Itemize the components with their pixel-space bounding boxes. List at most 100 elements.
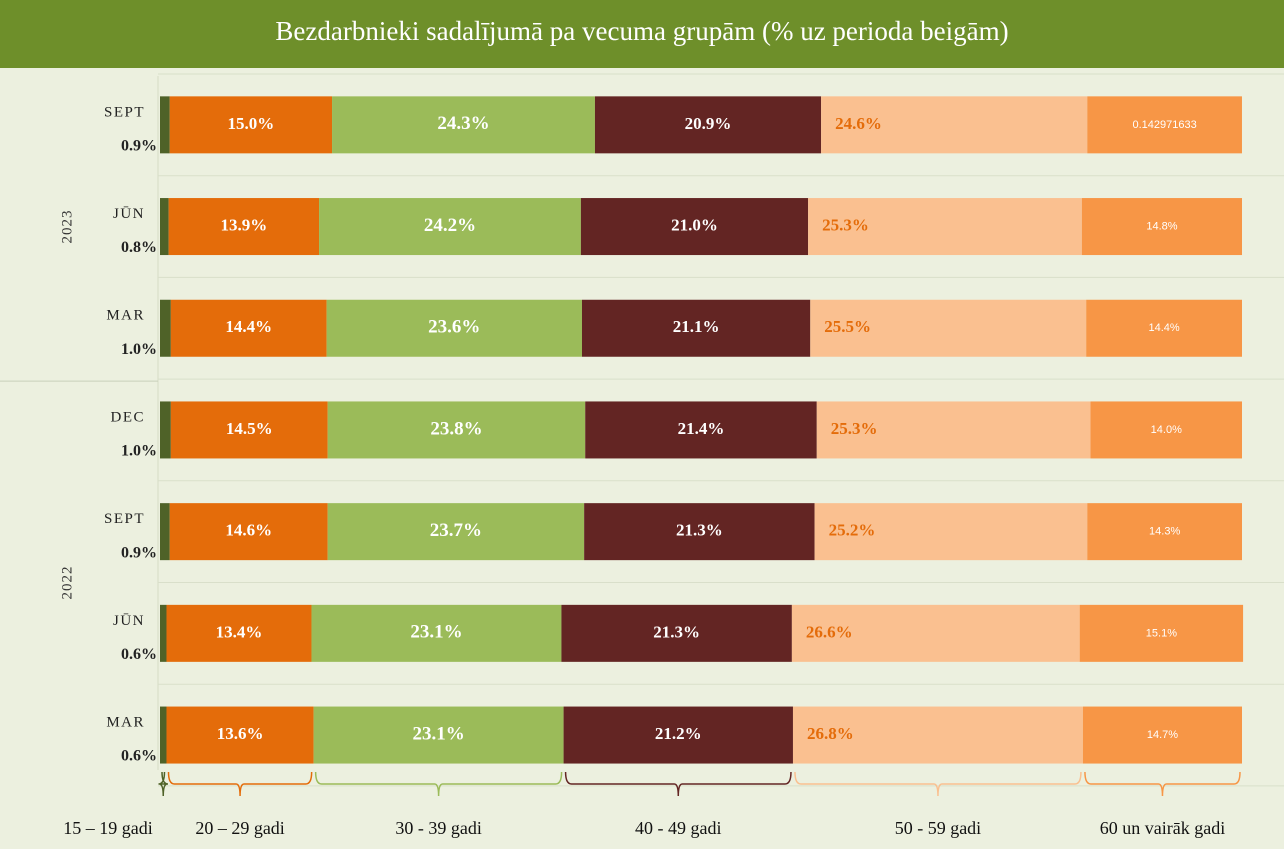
bar-segment: [332, 96, 595, 154]
legend-label: 40 - 49 gadi: [635, 818, 721, 838]
bar-segment: [816, 401, 1091, 459]
group-label: 2022: [59, 566, 75, 600]
bar-segment: [169, 96, 333, 154]
category-label: MAR: [106, 714, 145, 730]
bar-segment: [319, 198, 581, 256]
category-label: JŪN: [113, 613, 145, 629]
value-label: 14.8%: [1146, 220, 1177, 232]
bar-segment: [561, 604, 792, 662]
bar-segment: [792, 706, 1083, 764]
legend-brace: [158, 771, 169, 797]
bar-segment: [166, 706, 314, 764]
value-label: 20.9%: [685, 114, 732, 133]
bar-segment: [814, 503, 1088, 561]
bar-segment: [808, 198, 1082, 256]
bar-segment: [594, 96, 822, 154]
value-label: 23.8%: [430, 418, 482, 439]
value-label: 14.4%: [1148, 322, 1179, 334]
value-label: 1.0%: [121, 443, 157, 460]
value-label: 13.4%: [216, 622, 263, 641]
bar-segment: [1082, 706, 1242, 764]
value-label: 25.3%: [831, 419, 878, 438]
value-label: 14.3%: [1149, 526, 1180, 538]
bar-segment: [327, 401, 586, 459]
value-label: 23.1%: [410, 622, 462, 643]
value-label: 0.9%: [121, 138, 157, 155]
bar-segment: [160, 299, 171, 357]
value-label: 26.8%: [807, 724, 854, 743]
bar-segment: [1081, 198, 1242, 256]
bar-segment: [1090, 401, 1242, 459]
chart-title: Bezdarbnieki sadalījumā pa vecuma grupām…: [275, 16, 1008, 46]
value-label: 21.1%: [673, 317, 720, 336]
value-label: 24.6%: [835, 114, 882, 133]
bar-segment: [1086, 299, 1242, 357]
value-label: 14.4%: [225, 317, 272, 336]
value-label: 0.9%: [121, 544, 157, 561]
value-label: 25.2%: [829, 521, 876, 540]
bar-segment: [580, 198, 809, 256]
bar-segment: [160, 401, 171, 459]
bar-segment: [1079, 604, 1244, 662]
bar-segment: [160, 198, 169, 256]
value-label: 24.2%: [424, 215, 476, 236]
bar-segment: [810, 299, 1087, 357]
bar-segment: [170, 401, 328, 459]
value-label: 0.8%: [121, 239, 157, 256]
legend-label: 50 - 59 gadi: [895, 818, 981, 838]
value-label: 21.0%: [671, 215, 718, 234]
legend-brace: [564, 771, 792, 797]
category-label: SEPT: [104, 104, 145, 120]
bar-segment: [168, 198, 320, 256]
bar-segment: [160, 604, 167, 662]
bar-segment: [166, 604, 312, 662]
value-label: 14.0%: [1151, 424, 1182, 436]
bar-segment: [311, 604, 562, 662]
category-label: MAR: [106, 308, 145, 324]
group-label: 2023: [59, 210, 75, 244]
bar-segment: [160, 96, 170, 154]
legend-label: 60 un vairāk gadi: [1100, 818, 1225, 838]
value-label: 14.7%: [1147, 729, 1178, 741]
bar-segment: [1087, 96, 1242, 154]
legend-brace: [794, 771, 1082, 797]
bar-segment: [170, 299, 327, 357]
value-label: 25.5%: [824, 317, 871, 336]
value-label: 23.7%: [430, 520, 482, 541]
value-label: 14.5%: [226, 419, 273, 438]
value-label: 21.3%: [676, 521, 723, 540]
value-label: 0.6%: [121, 646, 157, 663]
legend-brace: [314, 771, 563, 797]
value-label: 25.3%: [822, 215, 869, 234]
bar-segment: [584, 503, 815, 561]
bar-segment: [160, 503, 170, 561]
bar-segment: [791, 604, 1080, 662]
bar-segment: [326, 299, 582, 357]
value-label: 0.6%: [121, 748, 157, 765]
legend-brace: [167, 771, 313, 797]
bar-segment: [821, 96, 1088, 154]
value-label: 21.2%: [655, 724, 702, 743]
category-label: SEPT: [104, 511, 145, 527]
value-label: 14.6%: [225, 521, 272, 540]
category-label: DEC: [111, 409, 146, 425]
bar-segment: [585, 401, 817, 459]
value-label: 21.4%: [678, 419, 725, 438]
title-bar: [0, 0, 1284, 68]
bar-segment: [327, 503, 585, 561]
value-label: 23.6%: [428, 317, 480, 338]
value-label: 15.0%: [228, 114, 275, 133]
value-label: 13.9%: [220, 215, 267, 234]
legend-label: 15 – 19 gadi: [63, 818, 153, 838]
bar-segment: [1087, 503, 1242, 561]
bar-segment: [160, 706, 167, 764]
value-label: 1.0%: [121, 341, 157, 358]
value-label: 13.6%: [217, 724, 264, 743]
legend-label: 30 - 39 gadi: [395, 818, 481, 838]
bar-segment: [563, 706, 793, 764]
value-label: 21.3%: [653, 622, 700, 641]
value-label: 15.1%: [1146, 627, 1177, 639]
bar-segment: [313, 706, 564, 764]
bar-segment: [581, 299, 811, 357]
